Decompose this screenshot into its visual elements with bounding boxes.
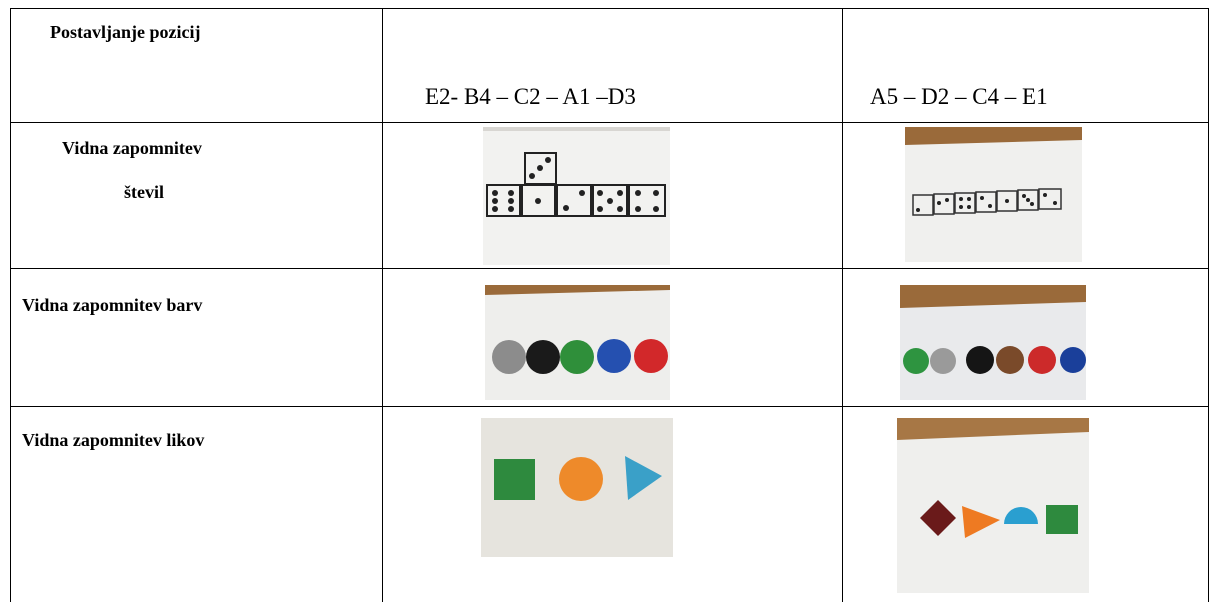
photo-shapes-1: [481, 418, 673, 557]
row-label: Vidna zapomnitev likov: [22, 430, 204, 450]
row-label: števil: [124, 182, 164, 202]
header-cell: A5 – D2 – C4 – E1: [870, 84, 1048, 109]
row-label: Vidna zapomnitev barv: [22, 295, 202, 315]
photo-colors-1: [485, 285, 670, 400]
header-cell: Postavljanje pozicij: [50, 22, 200, 42]
header-cell: E2- B4 – C2 – A1 –D3: [425, 84, 636, 109]
photo-dice-1: [483, 127, 670, 265]
photo-dice-2: [905, 127, 1082, 262]
photo-shapes-2: [897, 418, 1089, 593]
photo-colors-2: [900, 285, 1086, 400]
row-label: Vidna zapomnitev: [62, 138, 202, 158]
